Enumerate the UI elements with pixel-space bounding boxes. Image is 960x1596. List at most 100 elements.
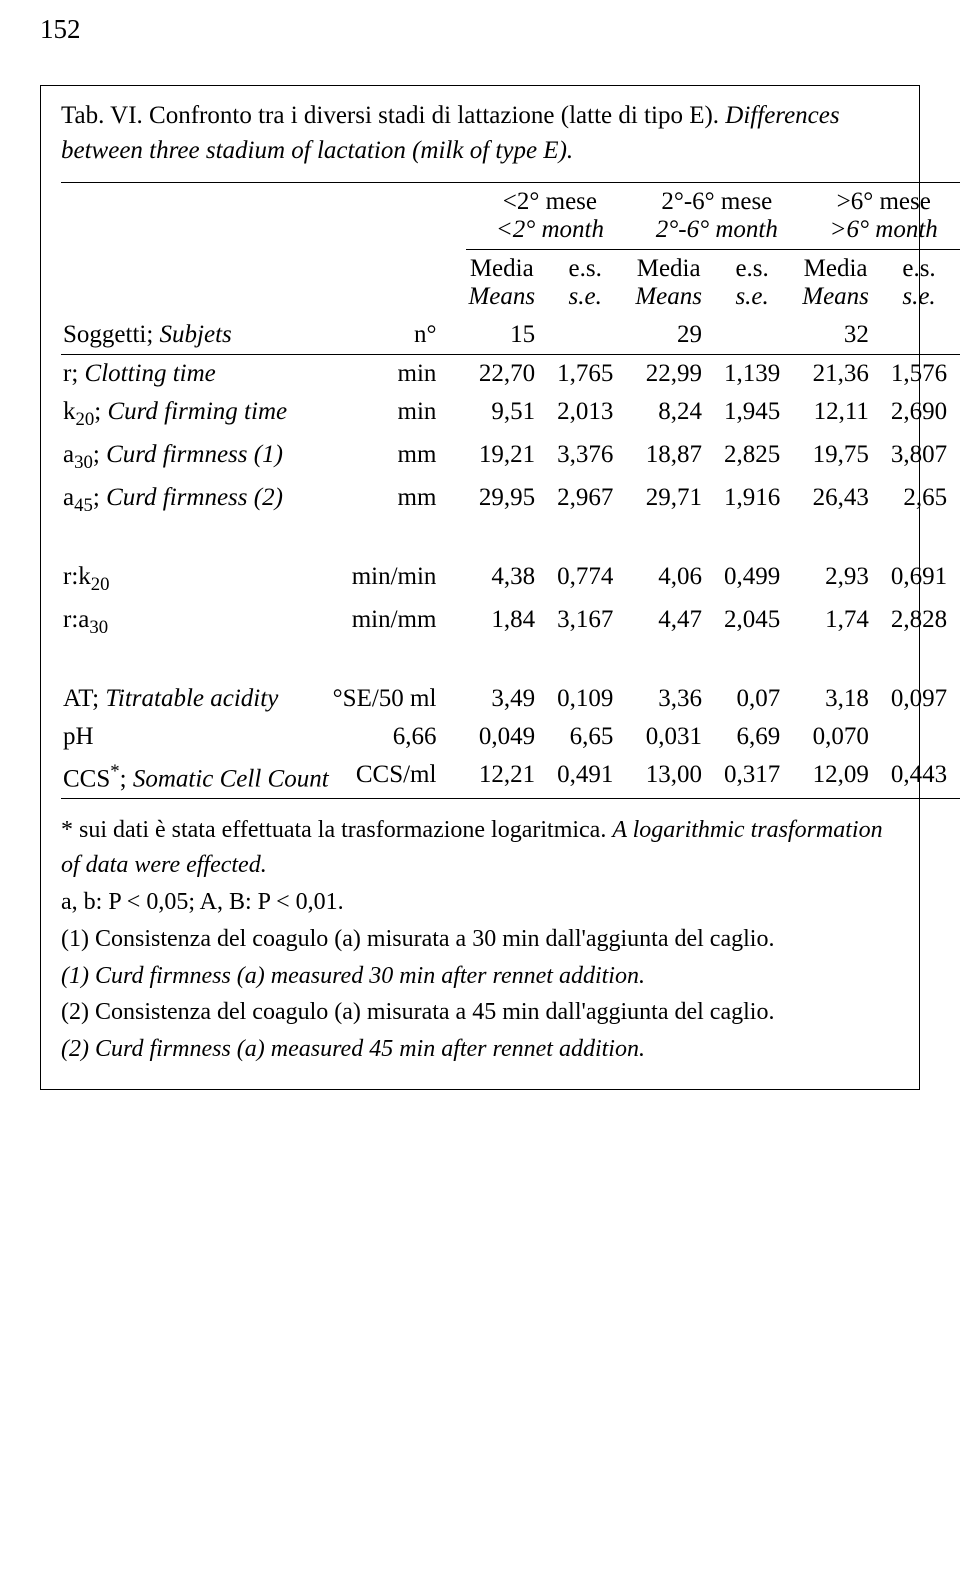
data-table: <2° mese <2° month 2°-6° mese 2°-6° mont…	[61, 182, 960, 799]
row-unit: mm	[331, 479, 467, 522]
cell-value: 1,139	[722, 355, 800, 394]
table-row: k20; Curd firming timemin9,512,0138,241,…	[61, 393, 960, 436]
cell-value: 12,09	[800, 756, 889, 799]
table-container: Tab. VI. Confronto tra i diversi stadi d…	[40, 85, 920, 1090]
table-row: r; Clotting timemin22,701,76522,991,1392…	[61, 355, 960, 394]
subjects-en: Subjets	[160, 321, 232, 348]
cell-value: 19,75	[800, 436, 889, 479]
subjects-it: Soggetti;	[63, 321, 153, 348]
footnote-3: (1) Consistenza del coagulo (a) misurata…	[61, 922, 899, 957]
row-label: a45; Curd firmness (2)	[61, 479, 331, 522]
cell-value: 2,967	[555, 479, 633, 522]
cell-value: 2,825	[722, 436, 800, 479]
row-label: a30; Curd firmness (1)	[61, 436, 331, 479]
cell-value: 6,69	[722, 718, 800, 756]
table-row: AT; Titratable acidity°SE/50 ml3,490,109…	[61, 680, 960, 718]
hdr-se: s.e.	[569, 283, 602, 310]
cell-value: 1,945	[722, 393, 800, 436]
table-row: CCS*; Somatic Cell CountCCS/ml12,210,491…	[61, 756, 960, 799]
cell-value: 2,013	[555, 393, 633, 436]
hdr-media: Media	[804, 255, 868, 282]
cell-value: 18,87	[633, 436, 722, 479]
group3-en: >6° month	[830, 216, 938, 243]
footnote-4: (1) Curd firmness (a) measured 30 min af…	[61, 959, 899, 994]
cell-value: 0,499	[722, 558, 800, 601]
cell-value: 29,71	[633, 479, 722, 522]
cell-value: 3,807	[889, 436, 960, 479]
hdr-es: e.s.	[569, 255, 602, 282]
spacer-row	[61, 522, 960, 558]
row-label: CCS*; Somatic Cell Count	[61, 756, 331, 799]
hdr-se: s.e.	[735, 283, 768, 310]
n-g2: 29	[633, 316, 722, 355]
cell-value: 0,031	[633, 718, 722, 756]
cell-value: 2,65	[889, 479, 960, 522]
cell-value: 8,24	[633, 393, 722, 436]
table-body-1: r; Clotting timemin22,701,76522,991,1392…	[61, 355, 960, 523]
cell-value: 29,95	[466, 479, 555, 522]
header-row-n: Soggetti; Subjets n° 15 29 32	[61, 316, 960, 355]
cell-value: 0,049	[466, 718, 555, 756]
row-label: r; Clotting time	[61, 355, 331, 394]
row-unit: °SE/50 ml	[331, 680, 467, 718]
cell-value: 1,84	[466, 601, 555, 644]
table-row: r:a30min/mm1,843,1674,472,0451,742,828	[61, 601, 960, 644]
cell-value: 4,06	[633, 558, 722, 601]
group2-it: 2°-6° mese	[661, 188, 772, 215]
hdr-se: s.e.	[902, 283, 935, 310]
footnotes: * sui dati è stata effettuata la trasfor…	[61, 813, 899, 1067]
cell-value: 1,576	[889, 355, 960, 394]
cell-value: 1,74	[800, 601, 889, 644]
group1-en: <2° month	[496, 216, 604, 243]
table-row: pH 6,660,0496,650,0316,690,070	[61, 718, 960, 756]
hdr-media: Media	[637, 255, 701, 282]
row-label: r:a30	[61, 601, 331, 644]
cell-value: 26,43	[800, 479, 889, 522]
cell-value: 4,38	[466, 558, 555, 601]
hdr-es: e.s.	[902, 255, 935, 282]
row-unit: CCS/ml	[331, 756, 467, 799]
cell-value: 9,51	[466, 393, 555, 436]
cell-value: 2,690	[889, 393, 960, 436]
cell-value: 22,70	[466, 355, 555, 394]
cell-value: 0,443	[889, 756, 960, 799]
row-unit: min/mm	[331, 601, 467, 644]
cell-value: 0,491	[555, 756, 633, 799]
header-row-sub: Media Means e.s. s.e. Media Means e.s. s…	[61, 250, 960, 317]
n-label: n°	[331, 316, 467, 355]
n-g1: 15	[466, 316, 555, 355]
hdr-media: Media	[470, 255, 534, 282]
table-row: a30; Curd firmness (1)mm19,213,37618,872…	[61, 436, 960, 479]
table-caption: Tab. VI. Confronto tra i diversi stadi d…	[61, 98, 899, 168]
row-unit: min/min	[331, 558, 467, 601]
cell-value: 3,36	[633, 680, 722, 718]
cell-value: 3,49	[466, 680, 555, 718]
hdr-means: Means	[635, 283, 702, 310]
cell-value: 0,097	[889, 680, 960, 718]
cell-value: 1,916	[722, 479, 800, 522]
cell-value: 0,070	[800, 718, 889, 756]
cell-value: 19,21	[466, 436, 555, 479]
cell-value: 12,11	[800, 393, 889, 436]
group3-it: >6° mese	[837, 188, 931, 215]
cell-value: 6,65	[555, 718, 633, 756]
cell-value: 22,99	[633, 355, 722, 394]
hdr-means: Means	[802, 283, 869, 310]
row-unit: min	[331, 355, 467, 394]
caption-italian: Tab. VI. Confronto tra i diversi stadi d…	[61, 102, 719, 129]
cell-value: 2,93	[800, 558, 889, 601]
cell-value: 3,167	[555, 601, 633, 644]
cell-value: 1,765	[555, 355, 633, 394]
spacer-row	[61, 644, 960, 680]
cell-value: 0,109	[555, 680, 633, 718]
row-label: r:k20	[61, 558, 331, 601]
row-unit: mm	[331, 436, 467, 479]
n-g3: 32	[800, 316, 889, 355]
table-row: r:k20min/min4,380,7744,060,4992,930,691	[61, 558, 960, 601]
page-number: 152	[40, 14, 920, 45]
header-row-groups: <2° mese <2° month 2°-6° mese 2°-6° mont…	[61, 183, 960, 250]
footnote-2: a, b: P < 0,05; A, B: P < 0,01.	[61, 885, 899, 920]
cell-value: 13,00	[633, 756, 722, 799]
cell-value	[889, 718, 960, 756]
cell-value: 21,36	[800, 355, 889, 394]
